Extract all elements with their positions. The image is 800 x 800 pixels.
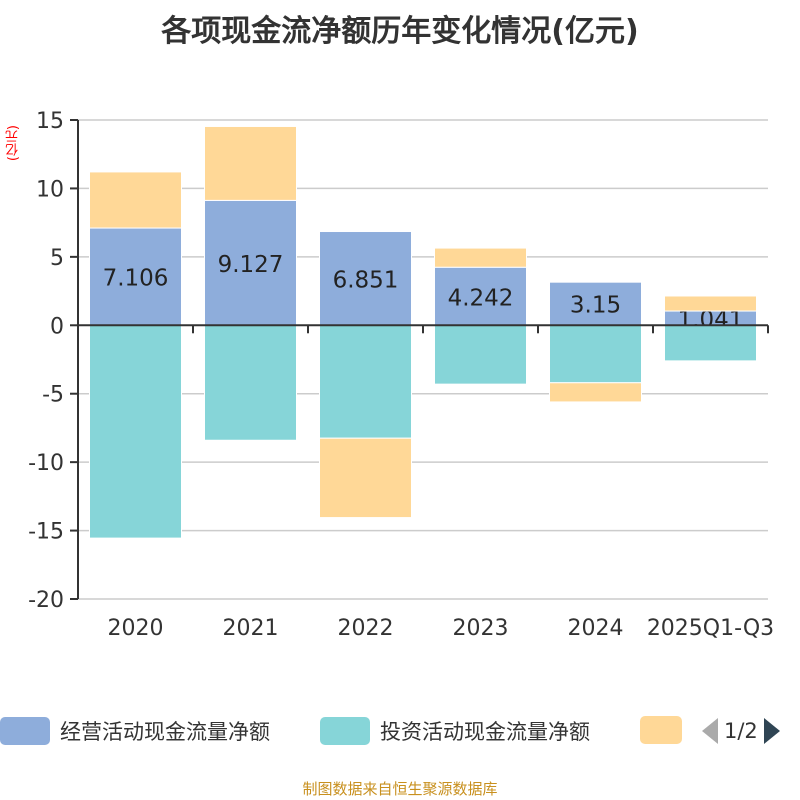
bar-2 [204,324,297,441]
legend-item-operating[interactable]: 经营活动现金流量净额 [0,716,270,746]
data-label: 6.851 [333,267,399,293]
y-tick-label: -20 [28,588,64,613]
data-source: 制图数据来自恒生聚源数据库 [302,780,498,798]
legend-pager: 1/2 [702,718,780,744]
y-tick-label: 15 [36,109,64,134]
legend-label: 经营活动现金流量净额 [60,720,270,744]
chart: 15 10 5 0 -5 -10 -15 -20 2020 7.106 2021 9.127 2022 6… [28,109,774,641]
bar-2 [549,324,642,384]
y-tick-label: -5 [42,383,64,408]
next-page-icon[interactable] [763,718,780,744]
prev-page-icon[interactable] [702,718,718,744]
legend-page-indicator: 1/2 [724,719,758,743]
bar-2 [664,324,757,362]
legend-item-investing[interactable]: 投资活动现金流量净额 [320,716,590,746]
x-tick-label: 2025Q1-Q3 [647,616,774,641]
bar-3 [664,295,757,312]
x-tick-label: 2024 [568,616,624,641]
y-tick-label: 0 [50,314,64,339]
x-tick-label: 2021 [223,616,279,641]
bar-3 [89,171,182,229]
legend: 经营活动现金流量净额 投资活动现金流量净额 [0,716,800,752]
data-label: 3.15 [570,293,621,319]
data-label: 9.127 [218,252,284,278]
chart-title: 各项现金流净额历年变化情况(亿元) [161,14,639,49]
bar-3 [319,437,412,519]
x-tick-label: 2020 [108,616,164,641]
x-tick-label: 2022 [338,616,394,641]
bar-2 [434,324,527,385]
x-tick-label: 2023 [453,616,509,641]
data-label: 7.106 [103,266,169,292]
data-label: 4.242 [448,285,514,311]
y-tick-label: 5 [50,246,64,271]
bar-3 [549,382,642,403]
bar-1 [549,281,642,326]
legend-label: 投资活动现金流量净额 [380,720,590,744]
bar-1 [89,227,182,326]
legend-swatch [320,717,370,745]
bar-3 [434,247,527,268]
bar-2 [89,324,182,539]
legend-item-financing[interactable] [640,716,682,744]
legend-swatch [640,716,682,744]
bar-3 [204,125,297,201]
y-tick-label: 10 [36,177,64,202]
bar-1 [319,231,412,326]
y-tick-label: -10 [28,451,64,476]
y-tick-label: -15 [28,520,64,545]
legend-swatch [0,717,50,745]
bar-2 [319,324,412,439]
